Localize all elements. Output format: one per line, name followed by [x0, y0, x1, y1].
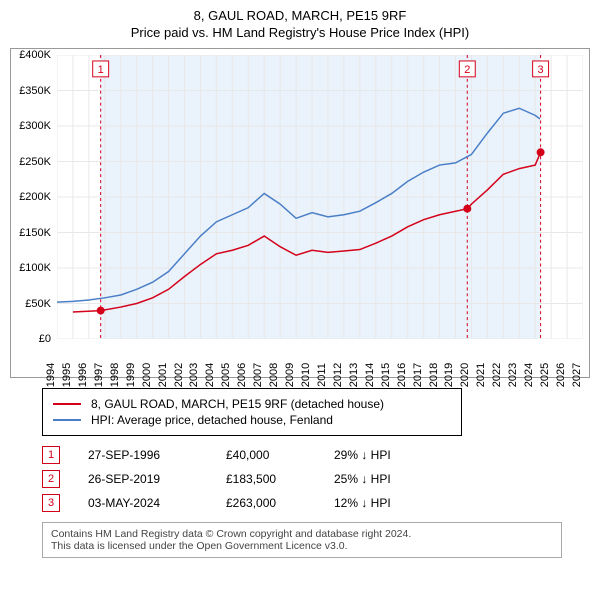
x-tick-label: 2022	[491, 363, 503, 387]
x-tick-label: 2000	[141, 363, 153, 387]
x-tick-label: 2019	[443, 363, 455, 387]
x-tick-label: 2003	[188, 363, 200, 387]
sales-row: 1 27-SEP-1996 £40,000 29% ↓ HPI	[42, 446, 590, 464]
footer-line1: Contains HM Land Registry data © Crown c…	[51, 528, 553, 540]
sale-marker-dot	[463, 205, 471, 213]
x-tick-label: 2016	[396, 363, 408, 387]
x-tick-label: 2027	[571, 363, 583, 387]
x-tick-label: 2024	[523, 363, 535, 387]
x-tick-label: 2018	[428, 363, 440, 387]
sale-date: 27-SEP-1996	[88, 448, 198, 462]
sale-number-box: 1	[42, 446, 60, 464]
sale-number-box: 3	[42, 494, 60, 512]
legend-swatch	[53, 403, 81, 405]
legend-label: HPI: Average price, detached house, Fenl…	[91, 413, 333, 427]
footer-line2: This data is licensed under the Open Gov…	[51, 540, 553, 552]
plot-svg: 1 2 3	[57, 55, 583, 339]
y-axis: £0£50K£100K£150K£200K£250K£300K£350K£400…	[11, 55, 55, 339]
x-tick-label: 1998	[109, 363, 121, 387]
x-tick-label: 2026	[555, 363, 567, 387]
sale-diff: 12% ↓ HPI	[334, 496, 424, 510]
x-tick-label: 2023	[507, 363, 519, 387]
y-tick-label: £100K	[19, 262, 51, 274]
sale-diff: 29% ↓ HPI	[334, 448, 424, 462]
y-tick-label: £50K	[25, 298, 51, 310]
x-tick-label: 2011	[316, 363, 328, 387]
sale-marker-number: 3	[538, 64, 544, 76]
x-tick-label: 2012	[332, 363, 344, 387]
legend-row: HPI: Average price, detached house, Fenl…	[53, 413, 451, 427]
legend: 8, GAUL ROAD, MARCH, PE15 9RF (detached …	[42, 388, 462, 436]
x-tick-label: 2014	[364, 363, 376, 387]
sale-marker-number: 1	[98, 64, 104, 76]
x-tick-label: 2006	[236, 363, 248, 387]
y-tick-label: £350K	[19, 85, 51, 97]
x-tick-label: 2025	[539, 363, 551, 387]
x-tick-label: 2009	[284, 363, 296, 387]
x-tick-label: 2007	[252, 363, 264, 387]
sales-table: 1 27-SEP-1996 £40,000 29% ↓ HPI 2 26-SEP…	[42, 446, 590, 512]
sale-price: £40,000	[226, 448, 306, 462]
x-tick-label: 2004	[204, 363, 216, 387]
y-tick-label: £400K	[19, 49, 51, 61]
legend-row: 8, GAUL ROAD, MARCH, PE15 9RF (detached …	[53, 397, 451, 411]
x-tick-label: 1999	[125, 363, 137, 387]
x-tick-label: 2005	[220, 363, 232, 387]
x-axis: 1994199519961997199819992000200120022003…	[57, 341, 583, 377]
title-block: 8, GAUL ROAD, MARCH, PE15 9RF Price paid…	[10, 8, 590, 40]
y-tick-label: £0	[39, 333, 51, 345]
y-tick-label: £150K	[19, 227, 51, 239]
x-tick-label: 2001	[157, 363, 169, 387]
x-tick-label: 2017	[412, 363, 424, 387]
sale-date: 26-SEP-2019	[88, 472, 198, 486]
x-tick-label: 1995	[61, 363, 73, 387]
sale-number-box: 2	[42, 470, 60, 488]
sale-price: £263,000	[226, 496, 306, 510]
legend-label: 8, GAUL ROAD, MARCH, PE15 9RF (detached …	[91, 397, 384, 411]
sale-date: 03-MAY-2024	[88, 496, 198, 510]
sale-price: £183,500	[226, 472, 306, 486]
sales-row: 2 26-SEP-2019 £183,500 25% ↓ HPI	[42, 470, 590, 488]
y-tick-label: £300K	[19, 120, 51, 132]
sale-marker-number: 2	[464, 64, 470, 76]
chart: £0 £50K £100K £150K £200K £250K £300K £350K £400…	[10, 48, 590, 378]
x-tick-label: 2021	[475, 363, 487, 387]
x-tick-label: 1994	[45, 363, 57, 387]
x-tick-label: 1996	[77, 363, 89, 387]
x-tick-label: 2008	[268, 363, 280, 387]
y-tick-label: £250K	[19, 156, 51, 168]
attribution-footer: Contains HM Land Registry data © Crown c…	[42, 522, 562, 558]
chart-container: 8, GAUL ROAD, MARCH, PE15 9RF Price paid…	[0, 0, 600, 566]
x-tick-label: 1997	[93, 363, 105, 387]
sale-diff: 25% ↓ HPI	[334, 472, 424, 486]
title-subtitle: Price paid vs. HM Land Registry's House …	[10, 25, 590, 40]
x-tick-label: 2020	[459, 363, 471, 387]
plot-area: 1 2 3	[57, 55, 583, 339]
y-tick-label: £200K	[19, 191, 51, 203]
x-tick-label: 2015	[380, 363, 392, 387]
x-tick-label: 2010	[300, 363, 312, 387]
legend-swatch	[53, 419, 81, 421]
x-tick-label: 2013	[348, 363, 360, 387]
sale-marker-dot	[537, 148, 545, 156]
title-address: 8, GAUL ROAD, MARCH, PE15 9RF	[10, 8, 590, 23]
x-tick-label: 2002	[173, 363, 185, 387]
sales-row: 3 03-MAY-2024 £263,000 12% ↓ HPI	[42, 494, 590, 512]
sale-marker-dot	[97, 307, 105, 315]
